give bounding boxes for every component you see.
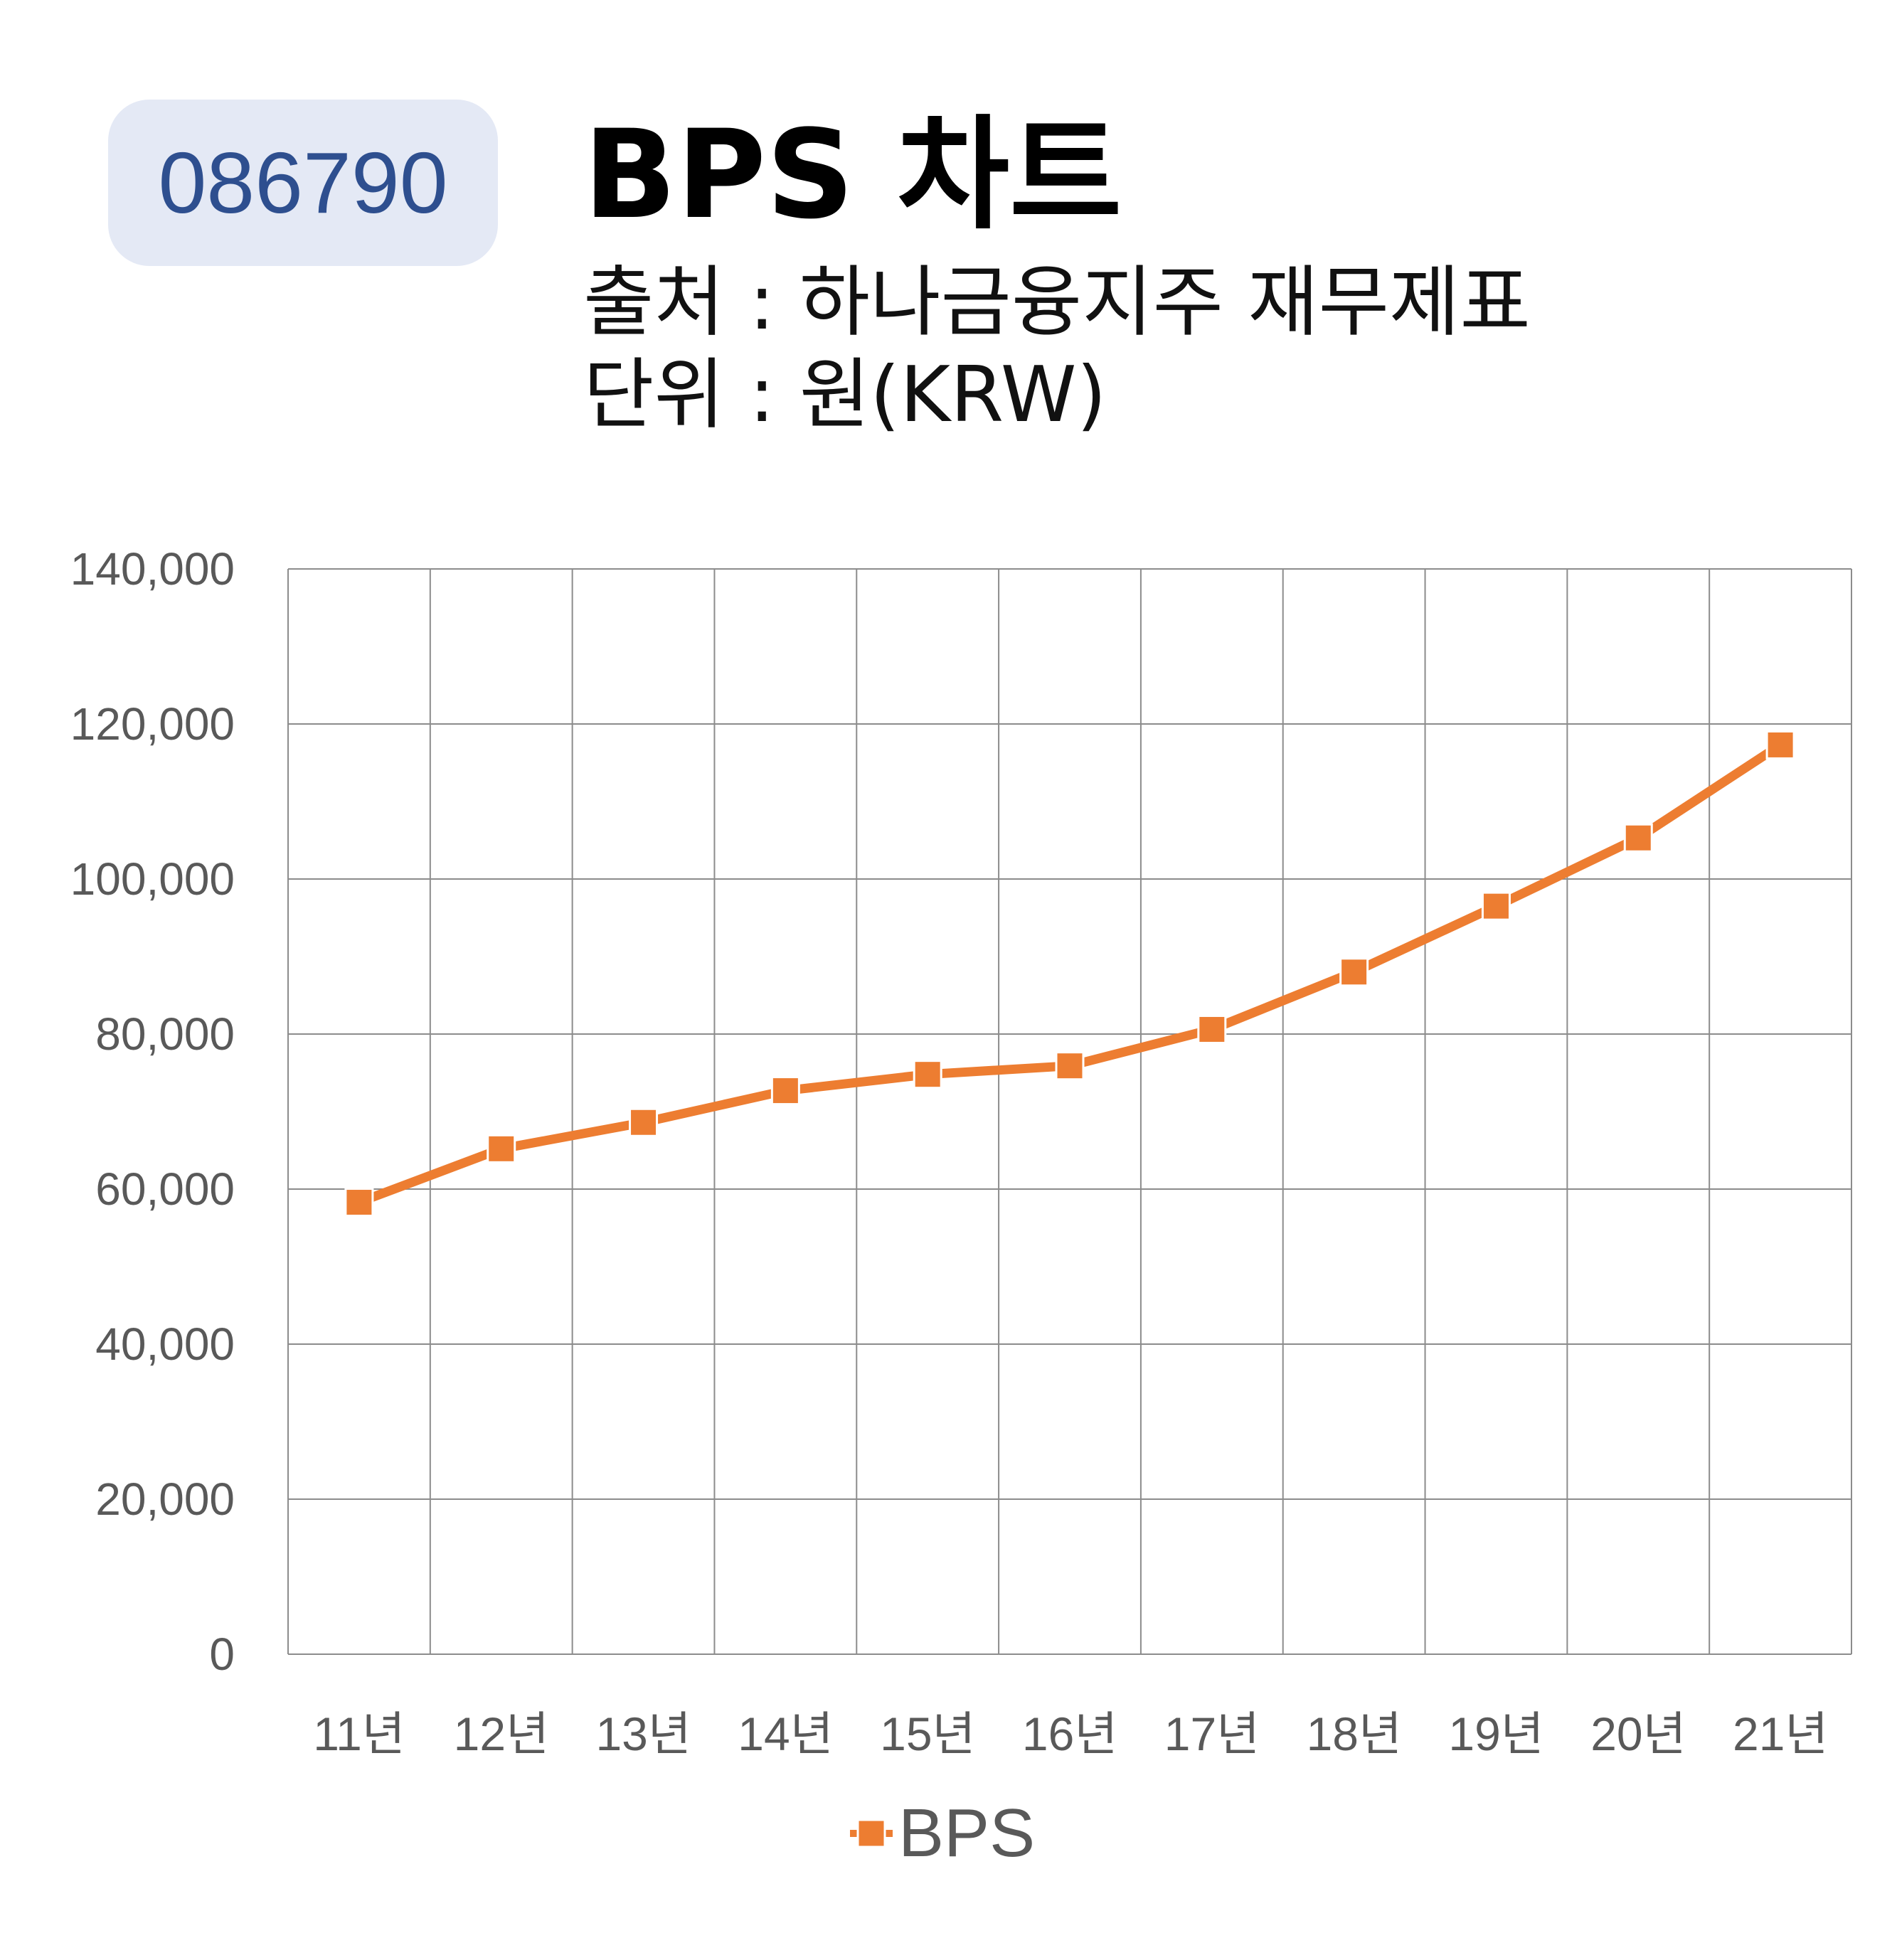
- data-point-marker: [487, 1134, 516, 1163]
- x-tick-label: 16년: [1022, 1708, 1117, 1760]
- data-point-marker: [1765, 730, 1795, 760]
- y-tick-label: 100,000: [70, 853, 235, 905]
- unit-text: 단위 : 원(KRW): [583, 351, 1107, 440]
- data-point-marker: [770, 1076, 800, 1106]
- data-point-marker: [1623, 823, 1653, 853]
- x-tick-label: 18년: [1307, 1708, 1402, 1760]
- data-point-marker: [629, 1107, 659, 1137]
- y-axis-ticks: 0 20,000 40,000 60,000 80,000 100,000 120,000 1…: [70, 543, 235, 1680]
- x-tick-label: 11년: [313, 1708, 405, 1760]
- y-tick-label: 0: [209, 1629, 235, 1680]
- stock-code-badge: 086790: [108, 100, 498, 266]
- data-point-marker: [913, 1060, 942, 1090]
- x-tick-label: 17년: [1164, 1708, 1260, 1760]
- y-tick-label: 120,000: [70, 698, 235, 750]
- x-tick-label: 19년: [1448, 1708, 1543, 1760]
- x-tick-label: 20년: [1590, 1708, 1686, 1760]
- data-point-marker: [1055, 1051, 1085, 1081]
- data-point-marker: [344, 1188, 374, 1218]
- x-axis-ticks: 11년 12년 13년 14년 15년 16년 17년 18년 19년 20년 21년: [313, 1708, 1828, 1760]
- data-point-marker: [1481, 891, 1511, 921]
- data-point-marker: [1339, 957, 1369, 987]
- stock-code: 086790: [158, 134, 448, 231]
- y-tick-label: 80,000: [95, 1008, 235, 1060]
- chart-title: BPS 차트: [583, 103, 1122, 246]
- legend-label: BPS: [898, 1795, 1035, 1871]
- x-tick-label: 15년: [880, 1708, 975, 1760]
- y-tick-label: 140,000: [70, 543, 235, 595]
- x-tick-label: 12년: [454, 1708, 549, 1760]
- x-tick-label: 21년: [1733, 1708, 1828, 1760]
- y-tick-label: 20,000: [95, 1474, 235, 1525]
- data-point-marker: [1197, 1014, 1227, 1044]
- grid-lines: [287, 568, 1852, 1655]
- series-bps: [344, 730, 1795, 1218]
- y-tick-label: 60,000: [95, 1163, 235, 1215]
- legend-marker: [856, 1818, 886, 1848]
- y-tick-label: 40,000: [95, 1319, 235, 1370]
- x-tick-label: 14년: [738, 1708, 833, 1760]
- legend: BPS: [850, 1795, 1035, 1871]
- source-text: 출처 : 하나금융지주 재무제표: [583, 258, 1531, 347]
- x-tick-label: 13년: [595, 1708, 691, 1760]
